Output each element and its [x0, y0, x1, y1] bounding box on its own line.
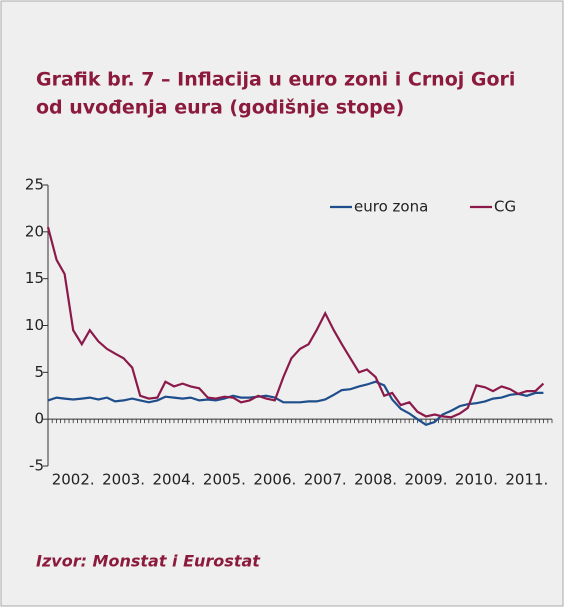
y-tick-label: 0	[34, 410, 44, 428]
x-tick-label: 2007.	[304, 471, 347, 489]
x-tick-label: 2008.	[354, 471, 397, 489]
legend-label: CG	[494, 198, 516, 216]
x-tick-label: 2002.	[52, 471, 95, 489]
line-series	[46, 226, 545, 419]
x-tick-label: 2009.	[405, 471, 448, 489]
y-tick-label: 20	[25, 222, 44, 240]
line-series	[47, 380, 544, 427]
chart-title: Grafik br. 7 – Inflacija u euro zoni i C…	[36, 69, 515, 91]
x-tick-label: 2010.	[455, 471, 498, 489]
source: Izvor: Monstat i Eurostat	[36, 552, 261, 571]
y-tick-label: 5	[34, 363, 44, 381]
legend-label: euro zona	[354, 198, 428, 216]
x-tick-label: 2011.	[505, 471, 548, 489]
chart-title: od uvođenja eura (godišnje stope)	[36, 97, 404, 119]
y-tick-label: 15	[25, 269, 44, 287]
x-tick-label: 2005.	[203, 471, 246, 489]
x-tick-label: 2003.	[102, 471, 145, 489]
y-tick-label: 10	[25, 316, 44, 334]
y-tick-label: 25	[25, 176, 44, 194]
x-tick-label: 2006.	[253, 471, 296, 489]
x-tick-label: 2004.	[153, 471, 196, 489]
y-tick-label: -5	[29, 457, 44, 475]
